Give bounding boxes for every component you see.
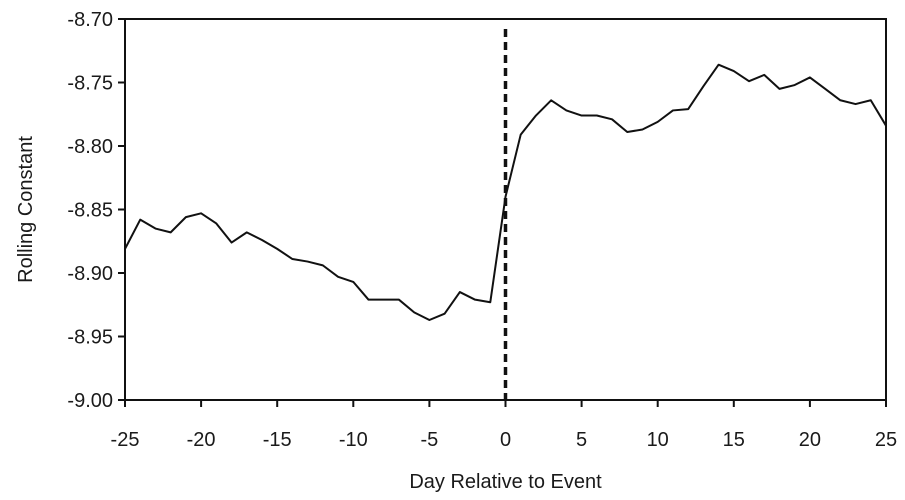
y-tick-label: -8.95 bbox=[67, 327, 113, 349]
y-axis-ticks: -9.00 -8.95 -8.90 -8.85 -8.80 -8.75 -8.70 bbox=[67, 9, 125, 412]
x-tick-label: 0 bbox=[500, 429, 511, 451]
y-tick-label: -8.85 bbox=[67, 200, 113, 222]
y-tick-label: -8.80 bbox=[67, 136, 113, 158]
x-tick-label: -20 bbox=[187, 429, 216, 451]
y-axis-title: Rolling Constant bbox=[15, 136, 37, 283]
x-tick-label: 25 bbox=[875, 429, 897, 451]
x-tick-label: 10 bbox=[647, 429, 669, 451]
plot-frame bbox=[124, 18, 887, 401]
x-tick-label: 5 bbox=[576, 429, 587, 451]
x-tick-label: 20 bbox=[799, 429, 821, 451]
x-tick-label: -25 bbox=[111, 429, 140, 451]
x-axis-title: Day Relative to Event bbox=[409, 471, 602, 493]
x-tick-label: -5 bbox=[421, 429, 439, 451]
y-tick-label: -8.75 bbox=[67, 73, 113, 95]
x-tick-label: 15 bbox=[723, 429, 745, 451]
plot-marks bbox=[124, 29, 887, 400]
y-tick-label: -8.90 bbox=[67, 263, 113, 285]
series-line bbox=[124, 63, 887, 321]
x-tick-label: -10 bbox=[339, 429, 368, 451]
x-tick-label: -15 bbox=[263, 429, 292, 451]
y-tick-label: -9.00 bbox=[67, 390, 113, 412]
y-tick-label: -8.70 bbox=[67, 9, 113, 31]
x-axis-ticks: -25 -20 -15 -10 -5 0 5 10 15 20 25 bbox=[111, 400, 897, 451]
